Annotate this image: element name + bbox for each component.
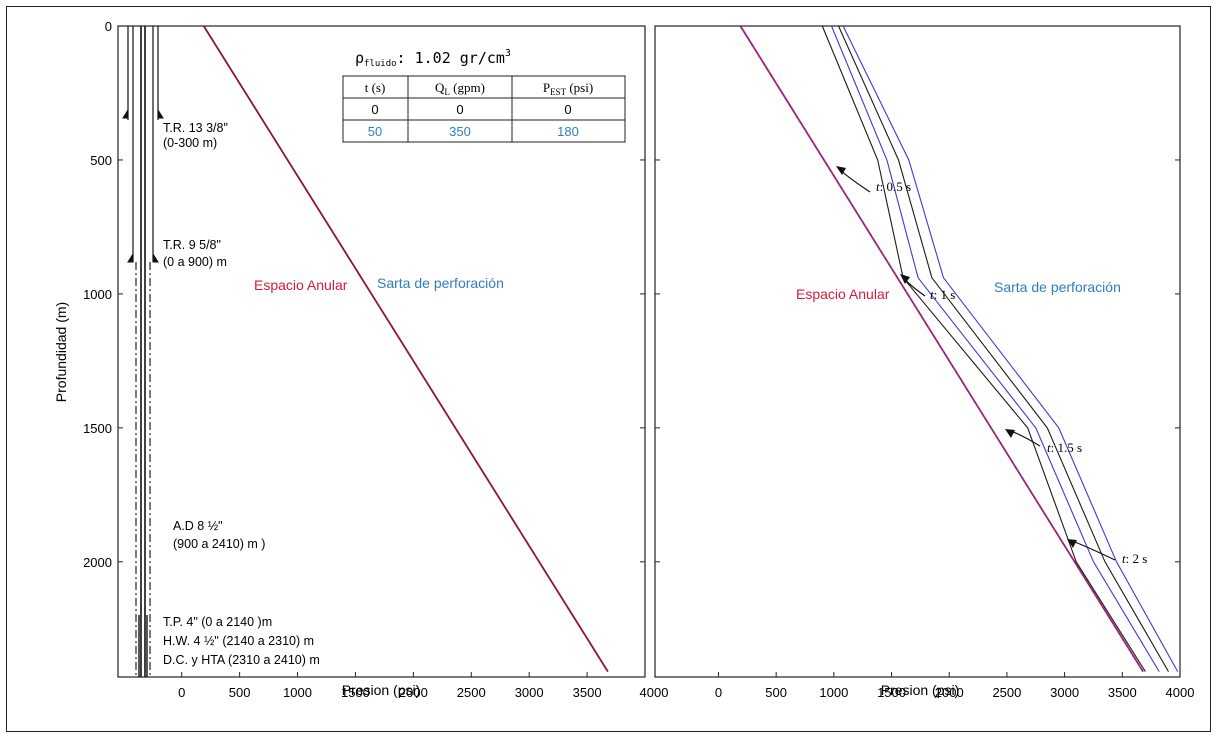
x-tick-label: 4000 [1166, 685, 1195, 700]
y-tick-label: 1500 [83, 421, 112, 436]
table-border [342, 75, 626, 143]
right-plot-area [654, 25, 1181, 678]
well-label-casing-9: T.R. 9 5/8" [163, 238, 221, 252]
right-series [739, 25, 1179, 673]
right-annotations: t: 0.5 s t: 1 s t: 1.5 s t: 2 s [836, 166, 1147, 566]
left-drillstring-label: Sarta de perforación [377, 275, 504, 291]
density-label: ρfluido: 1.02 gr/cm3 [355, 48, 511, 69]
x-tick-label: 1500 [341, 685, 370, 700]
right-drillstring-label: Sarta de perforación [994, 279, 1121, 295]
table-cell: 180 [557, 124, 579, 139]
x-tick-label: 1000 [283, 685, 312, 700]
casing-shoe-13-left [122, 108, 129, 119]
left-series [202, 25, 609, 673]
table-cell: 0 [564, 102, 571, 117]
right-x-axis-label: Presion (psi) [881, 682, 960, 698]
x-tick-label: 3000 [515, 685, 544, 700]
right-annulus-label: Espacio Anular [796, 286, 890, 302]
left-chart-panel: 0 500 1000 1500 2000 2500 3000 3500 05001000150… [53, 19, 668, 700]
left-x-axis-label: Presion (psi) [342, 682, 421, 698]
well-label-dc: D.C. y HTA (2310 a 2410) m [163, 653, 320, 667]
left-annulus-label: Espacio Anular [254, 277, 348, 293]
well-label-open-hole: A.D 8 ½" [173, 519, 223, 533]
series-line [202, 25, 609, 673]
x-tick-label: 2500 [457, 685, 486, 700]
annotation-t-05: t: 0.5 s [876, 179, 911, 194]
annotation-arrowhead [836, 166, 846, 175]
density-text: ρfluido: 1.02 gr/cm3 [355, 48, 511, 69]
well-label-hwdp: H.W. 4 ½" (2140 a 2310) m [163, 634, 314, 648]
x-tick-label: 0 [715, 685, 722, 700]
table-header-flow: QL (gpm) [435, 80, 485, 97]
x-tick-label: 1000 [819, 685, 848, 700]
well-label-drillpipe: T.P. 4" (0 a 2140 )m [163, 615, 272, 629]
x-tick-label: 2000 [399, 685, 428, 700]
well-range-casing-13: (0-300 m) [163, 136, 217, 150]
x-tick-label: 500 [229, 685, 251, 700]
annotation-arrowhead [1005, 429, 1015, 438]
y-tick-label: 500 [90, 153, 112, 168]
series-line [837, 25, 1169, 672]
left-y-axis-label: Profundidad (m) [53, 302, 69, 402]
right-chart-panel: 0 500 1000 1500 2000 2500 3000 3500 4000 t: 0.5 … [654, 25, 1195, 700]
y-tick-label: 2000 [83, 555, 112, 570]
table-cell: 0 [456, 102, 463, 117]
x-tick-label: 1500 [877, 685, 906, 700]
series-line-overlay [739, 25, 1144, 672]
left-x-ticks: 0 500 1000 1500 2000 2500 3000 3500 [178, 672, 602, 700]
x-tick-label: 2000 [935, 685, 964, 700]
table-header-pressure: PEST (psi) [543, 80, 593, 97]
casing-shoe-13-right [157, 108, 164, 119]
series-line [830, 25, 1160, 672]
annotation-arrowhead [1067, 539, 1077, 548]
series-line [821, 25, 1146, 672]
right-y-ticks [655, 25, 1180, 563]
well-schematic [122, 26, 164, 677]
x-tick-label: 500 [765, 685, 787, 700]
x-tick-label: 0 [178, 685, 185, 700]
annotation-t-2: t: 2 s [1122, 551, 1147, 566]
table-header-time: t (s) [365, 80, 386, 95]
parameter-table: t (s) QL (gpm) PEST (psi) 0 0 0 50 350 1… [342, 75, 626, 143]
casing-shoe-9-left [127, 252, 134, 263]
x-tick-label: 3000 [1050, 685, 1079, 700]
casing-shoe-9-right [152, 252, 159, 263]
x-tick-label: 3500 [573, 685, 602, 700]
annotation-t-15: t: 1.5 s [1047, 440, 1082, 455]
table-cell: 350 [449, 124, 471, 139]
series-line [842, 25, 1179, 672]
y-tick-label: 0 [105, 19, 112, 34]
well-range-open-hole: (900 a 2410) m ) [173, 537, 265, 551]
right-x-ticks: 0 500 1000 1500 2000 2500 3000 3500 4000 [715, 672, 1195, 700]
annotation-t-1: t: 1 s [930, 287, 955, 302]
x-tick-label: 2500 [992, 685, 1021, 700]
y-tick-label: 1000 [83, 287, 112, 302]
annotation-arrowhead [900, 274, 910, 284]
x-tick-label: 3500 [1108, 685, 1137, 700]
well-label-casing-13: T.R. 13 3/8" [163, 121, 228, 135]
table-cell: 0 [371, 102, 378, 117]
figure-frame [6, 6, 1211, 732]
left-x-edge-tick-label: 4000 [640, 685, 669, 700]
table-cell: 50 [368, 124, 382, 139]
well-range-casing-9: (0 a 900) m [163, 255, 227, 269]
